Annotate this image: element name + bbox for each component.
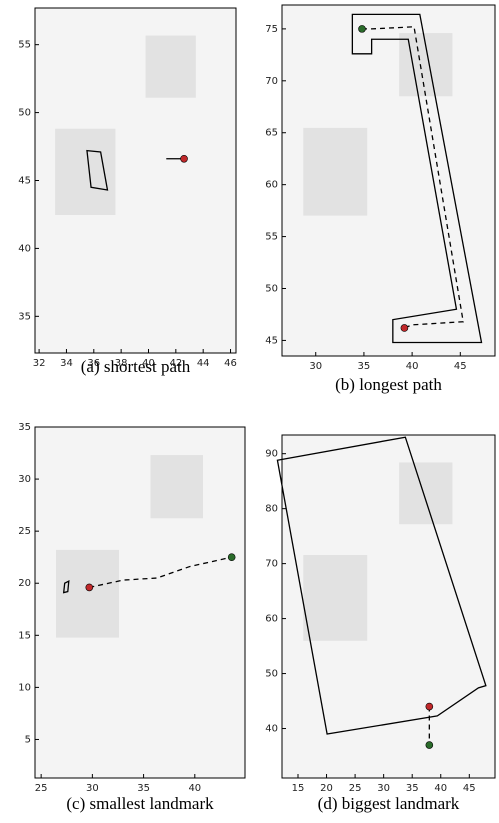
y-tick-label: 45 xyxy=(265,335,278,346)
y-tick-label: 80 xyxy=(265,504,278,515)
y-tick-label: 15 xyxy=(18,630,31,641)
x-tick-label: 45 xyxy=(454,361,467,372)
caption: (a) shortest path xyxy=(81,357,191,376)
panel: 32 34 36 38 40 42 44 46 35 40 45 50 55 (a) shortest p… xyxy=(18,7,237,376)
y-tick-label: 90 xyxy=(265,449,278,460)
x-tick-label: 45 xyxy=(463,783,476,794)
x-tick-label: 30 xyxy=(309,361,322,372)
y-tick-label: 75 xyxy=(265,24,278,35)
x-tick-label: 15 xyxy=(292,783,305,794)
map-blob xyxy=(150,455,203,519)
y-tick-label: 50 xyxy=(265,284,278,295)
x-tick-label: 42 xyxy=(169,358,182,369)
landmark-outline xyxy=(62,580,70,594)
y-tick-label: 5 xyxy=(25,734,31,745)
path-endpoint xyxy=(85,583,94,592)
x-tick-label: 35 xyxy=(137,783,150,794)
map-blob xyxy=(303,127,368,216)
plot-frame xyxy=(34,426,246,779)
x-tick-label: 40 xyxy=(406,361,419,372)
y-tick-label: 60 xyxy=(265,614,278,625)
landmark-outline xyxy=(351,13,483,344)
y-tick-label: 55 xyxy=(18,40,31,51)
plot-frame xyxy=(281,4,496,357)
y-tick-label: 25 xyxy=(18,526,31,537)
map-blob xyxy=(145,35,196,98)
x-tick-label: 34 xyxy=(60,358,73,369)
x-tick-label: 38 xyxy=(115,358,128,369)
y-tick-label: 50 xyxy=(18,108,31,119)
x-tick-label: 40 xyxy=(434,783,447,794)
x-tick-label: 32 xyxy=(33,358,46,369)
x-tick-label: 44 xyxy=(197,358,210,369)
x-tick-label: 40 xyxy=(188,783,201,794)
caption: (d) biggest landmark xyxy=(318,794,460,813)
x-tick-label: 46 xyxy=(224,358,237,369)
landmark-outline xyxy=(86,149,109,191)
y-tick-label: 30 xyxy=(18,474,31,485)
y-tick-label: 10 xyxy=(18,682,31,693)
x-tick-label: 25 xyxy=(35,783,48,794)
x-tick-label: 35 xyxy=(358,361,371,372)
x-tick-label: 20 xyxy=(320,783,333,794)
y-tick-label: 55 xyxy=(265,232,278,243)
x-tick-label: 40 xyxy=(142,358,155,369)
planned-path xyxy=(89,556,232,589)
y-tick-label: 70 xyxy=(265,76,278,87)
plot-frame xyxy=(281,434,496,779)
x-tick-label: 30 xyxy=(86,783,99,794)
path-endpoint xyxy=(227,553,236,561)
y-tick-label: 60 xyxy=(265,180,278,191)
map-blob xyxy=(399,462,453,525)
y-tick-label: 40 xyxy=(18,243,31,254)
x-tick-label: 25 xyxy=(349,783,362,794)
x-tick-label: 35 xyxy=(406,783,419,794)
y-tick-label: 65 xyxy=(265,128,278,139)
x-tick-label: 36 xyxy=(87,358,100,369)
y-tick-label: 40 xyxy=(265,724,278,735)
path-endpoint xyxy=(425,741,434,749)
y-tick-label: 35 xyxy=(18,422,31,433)
y-tick-label: 20 xyxy=(18,578,31,589)
y-tick-label: 35 xyxy=(18,311,31,322)
y-tick-label: 50 xyxy=(265,669,278,680)
y-tick-label: 70 xyxy=(265,559,278,570)
panel: 30 35 40 45 45 50 55 60 65 70 75 (b) longest path xyxy=(265,4,496,394)
path-endpoint xyxy=(180,154,188,163)
planned-path xyxy=(361,26,464,329)
y-tick-label: 45 xyxy=(18,176,31,187)
path-endpoint xyxy=(425,702,434,711)
caption: (b) longest path xyxy=(335,375,442,394)
x-tick-label: 30 xyxy=(377,783,390,794)
landmark-outline xyxy=(276,436,487,735)
path-endpoint xyxy=(358,25,366,33)
map-blob xyxy=(55,128,116,215)
map-blob xyxy=(56,549,119,638)
map-blob xyxy=(303,555,368,641)
path-endpoint xyxy=(400,324,409,332)
panel: 15 20 25 30 35 40 45 40 50 60 70 80 90 (d) biggest la… xyxy=(265,434,496,813)
caption: (c) smallest landmark xyxy=(66,794,214,813)
